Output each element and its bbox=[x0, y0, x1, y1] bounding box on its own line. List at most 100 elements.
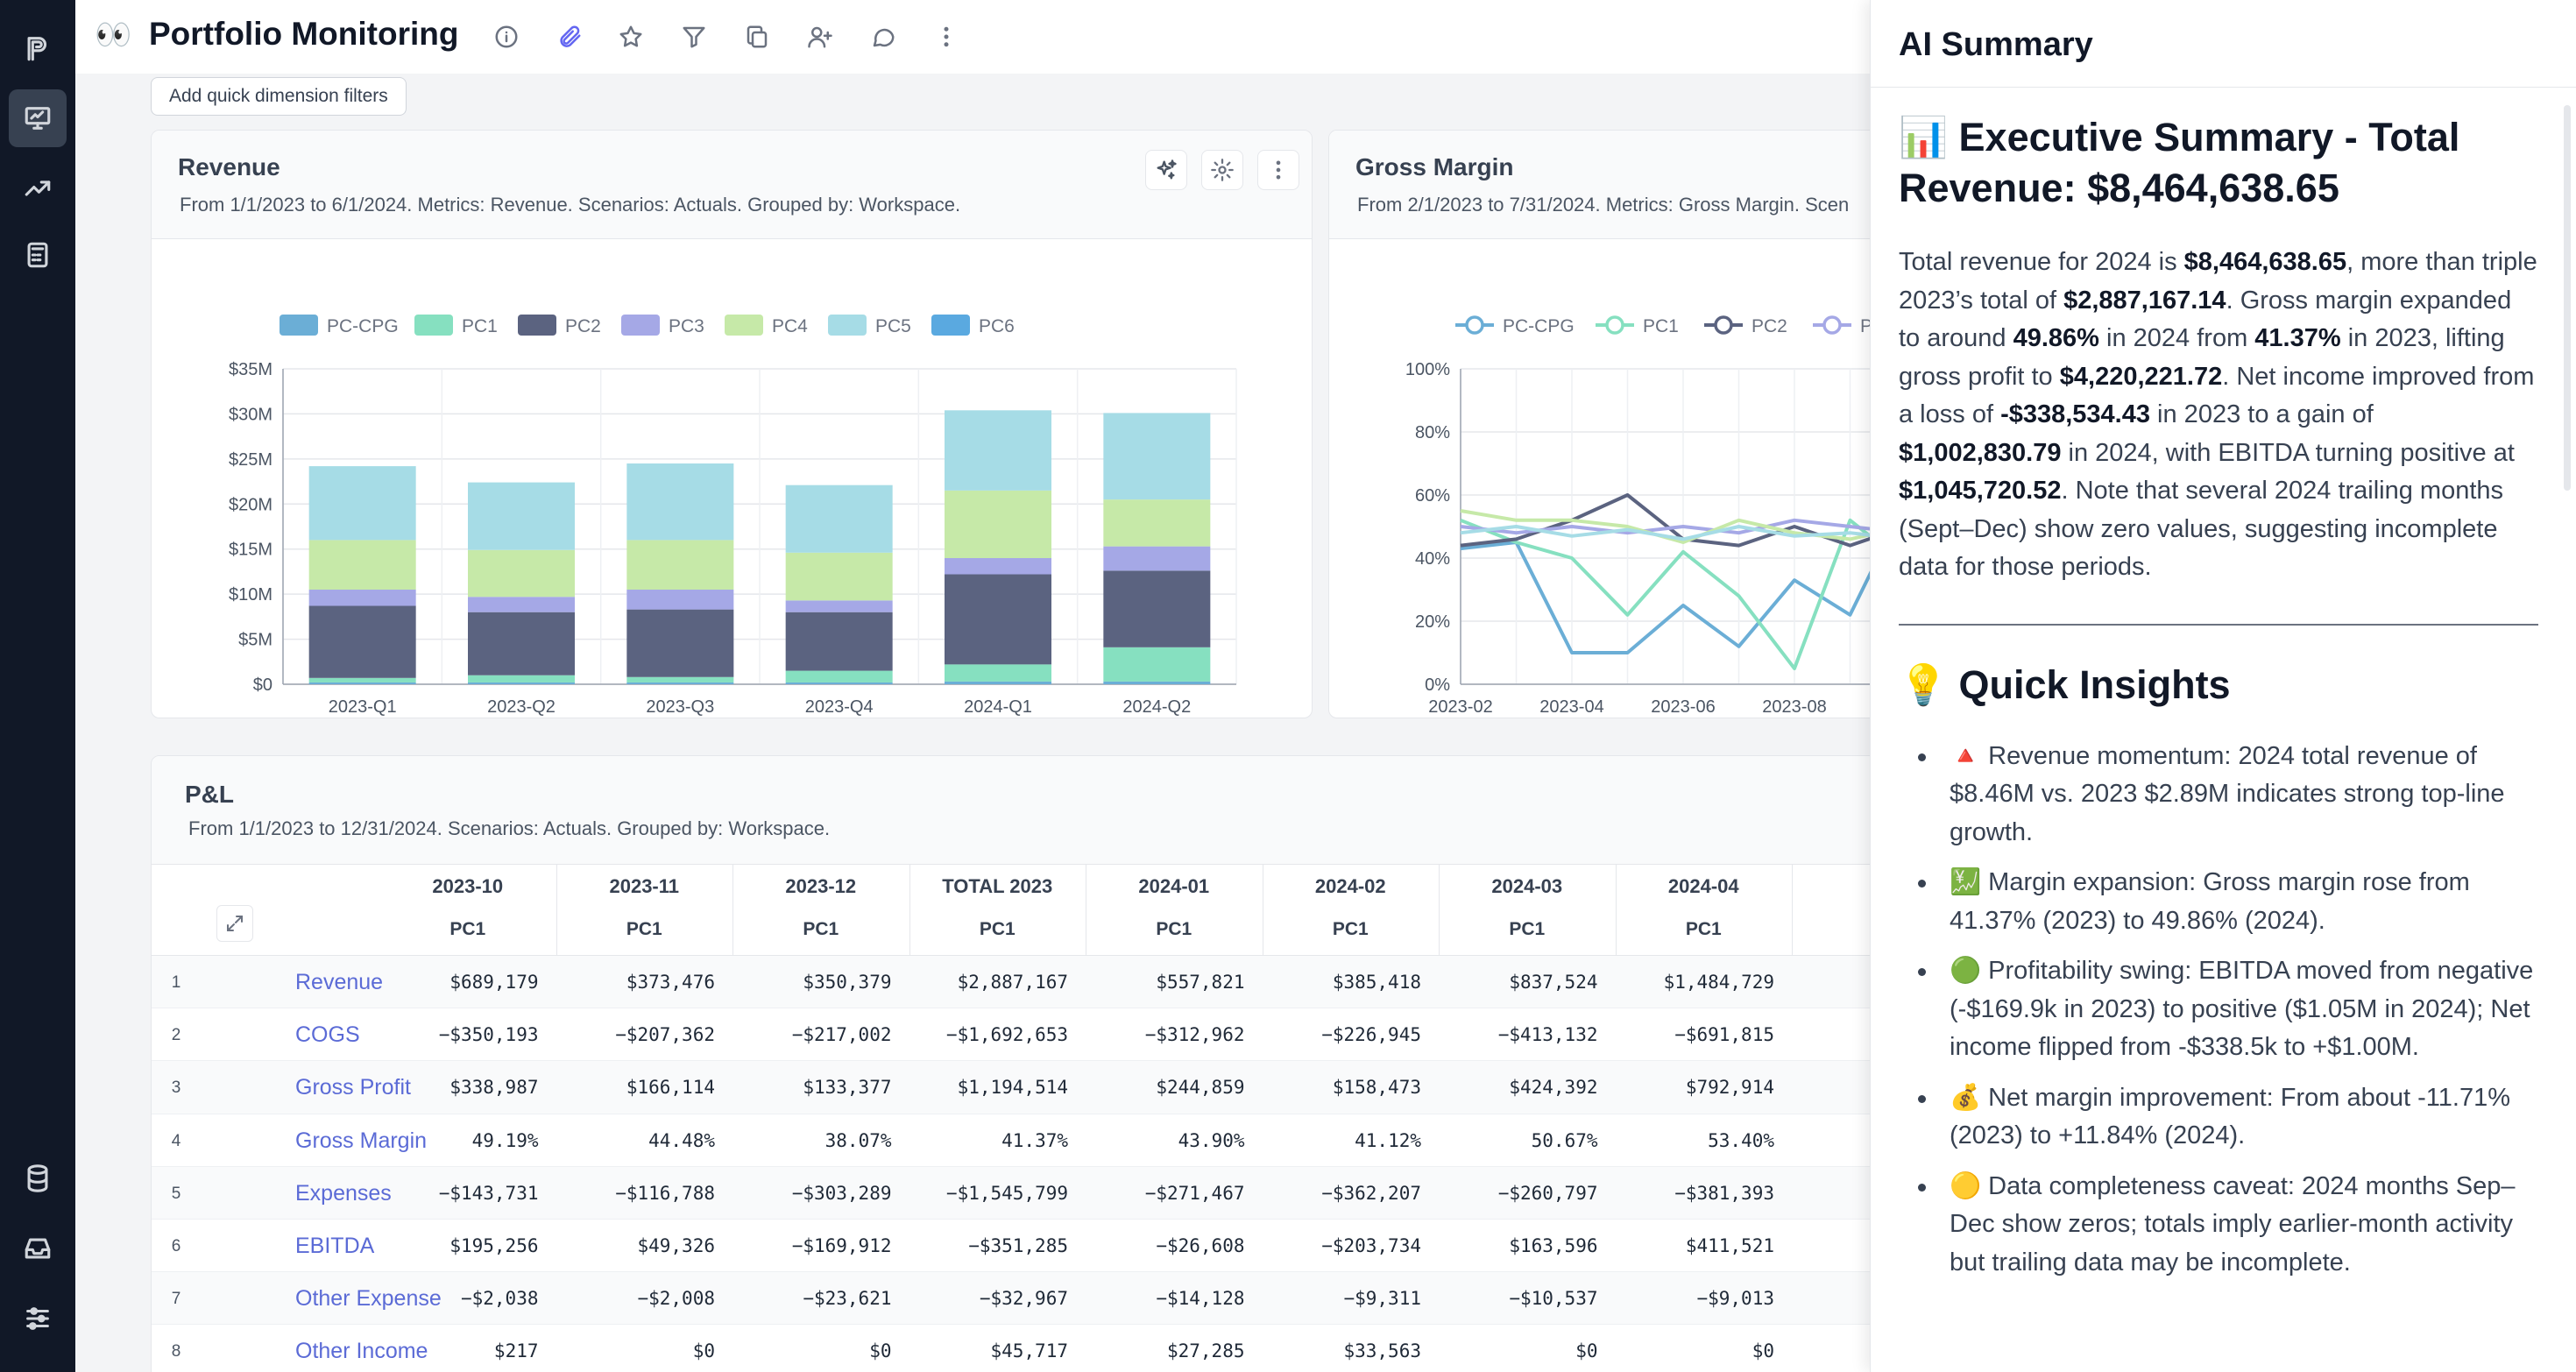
bar-segment bbox=[468, 612, 575, 675]
table-cell: 38.07% bbox=[824, 1129, 892, 1151]
scrollbar[interactable] bbox=[2564, 105, 2571, 491]
table-cell: 44.48% bbox=[648, 1129, 715, 1151]
bar-segment bbox=[308, 590, 416, 606]
settings-gear-icon[interactable] bbox=[1201, 150, 1243, 190]
row-label: Other Income bbox=[295, 1339, 428, 1364]
table-cell: 50.67% bbox=[1531, 1129, 1598, 1151]
row-number: 2 bbox=[171, 1026, 181, 1045]
series-line bbox=[1460, 500, 1907, 654]
star-icon[interactable] bbox=[615, 21, 647, 53]
table-cell: $33,563 bbox=[1343, 1340, 1421, 1362]
quick-filters-button[interactable]: Add quick dimension filters bbox=[151, 77, 407, 116]
table-cell: −$23,621 bbox=[803, 1288, 892, 1310]
summary-bold-value: $4,220,221.72 bbox=[2059, 362, 2223, 391]
table-row[interactable] bbox=[152, 956, 1902, 1009]
row-label: Revenue bbox=[295, 970, 384, 994]
bar-segment bbox=[945, 664, 1051, 682]
presentation-icon[interactable] bbox=[9, 89, 67, 147]
legend-label: PC1 bbox=[462, 316, 498, 336]
insight-item: 🟡 Data completeness caveat: 2024 months … bbox=[1918, 1168, 2538, 1283]
table-row[interactable] bbox=[152, 1008, 1902, 1062]
bar-segment bbox=[1103, 570, 1211, 647]
row-label: EBITDA bbox=[295, 1234, 375, 1258]
table-row[interactable] bbox=[152, 1166, 1902, 1220]
bar-segment bbox=[468, 597, 575, 612]
table-cell: −$26,608 bbox=[1156, 1235, 1245, 1256]
bar-segment bbox=[626, 540, 734, 590]
y-tick-label: $0 bbox=[253, 675, 272, 695]
subcolumn-header: PC1 bbox=[1509, 919, 1546, 939]
add-user-icon[interactable] bbox=[804, 21, 836, 53]
table-cell: $217 bbox=[493, 1340, 539, 1362]
bar-segment bbox=[1103, 546, 1211, 571]
calculator-icon[interactable] bbox=[9, 226, 67, 284]
legend-label: PC6 bbox=[979, 316, 1015, 336]
logo-icon[interactable] bbox=[9, 19, 67, 77]
legend-label: PC-CPG bbox=[1503, 316, 1575, 336]
gross-margin-card: Gross Margin From 2/1/2023 to 7/31/2024.… bbox=[1328, 130, 1924, 718]
info-icon[interactable] bbox=[491, 21, 522, 53]
comment-icon[interactable] bbox=[867, 21, 899, 53]
table-row[interactable] bbox=[152, 1220, 1902, 1273]
copy-icon[interactable] bbox=[741, 21, 773, 53]
database-icon[interactable] bbox=[9, 1149, 67, 1207]
table-cell: −$413,132 bbox=[1497, 1024, 1598, 1046]
column-header: 2024-04 bbox=[1667, 875, 1739, 897]
table-cell: 53.40% bbox=[1708, 1129, 1774, 1151]
table-cell: −$9,311 bbox=[1343, 1288, 1421, 1310]
x-tick-label: 2024-Q1 bbox=[964, 697, 1032, 717]
table-cell: $350,379 bbox=[803, 972, 892, 993]
table-cell: −$1,545,799 bbox=[945, 1182, 1068, 1204]
legend-marker bbox=[1714, 315, 1733, 335]
summary-bold-value: 49.86% bbox=[2013, 324, 2099, 352]
bar-segment bbox=[785, 612, 893, 671]
trend-icon[interactable] bbox=[9, 159, 67, 217]
summary-bold-value: $1,002,830.79 bbox=[1899, 438, 2062, 467]
table-cell: −$10,537 bbox=[1509, 1288, 1598, 1310]
bar-segment bbox=[626, 682, 734, 684]
paperclip-icon[interactable] bbox=[554, 21, 585, 53]
y-tick-label: 100% bbox=[1405, 360, 1450, 379]
column-header: 2024-01 bbox=[1138, 875, 1210, 897]
table-cell: −$312,962 bbox=[1144, 1024, 1245, 1046]
row-number: 5 bbox=[171, 1184, 181, 1203]
table-cell: −$381,393 bbox=[1674, 1182, 1774, 1204]
table-row[interactable] bbox=[152, 1114, 1902, 1167]
ai-sparkle-button[interactable] bbox=[1145, 150, 1187, 190]
bar-segment bbox=[626, 676, 734, 682]
table-cell: −$350,193 bbox=[438, 1024, 539, 1046]
bar-segment bbox=[785, 484, 893, 553]
sliders-icon[interactable] bbox=[9, 1290, 67, 1347]
x-tick-label: 2023-06 bbox=[1651, 697, 1715, 717]
card-menu-icon[interactable] bbox=[1257, 150, 1299, 190]
subcolumn-header: PC1 bbox=[803, 919, 839, 939]
row-number: 6 bbox=[171, 1237, 181, 1255]
expand-icon[interactable] bbox=[216, 905, 253, 942]
left-rail bbox=[0, 0, 75, 1372]
table-cell: −$691,815 bbox=[1674, 1024, 1774, 1046]
legend-marker bbox=[1605, 315, 1624, 335]
table-cell: 43.90% bbox=[1178, 1129, 1245, 1151]
pl-card-subtitle: From 1/1/2023 to 12/31/2024. Scenarios: … bbox=[188, 817, 831, 839]
table-row[interactable] bbox=[152, 1272, 1902, 1326]
table-row[interactable] bbox=[152, 1061, 1902, 1114]
ai-summary-titlebar: AI Summary bbox=[1871, 0, 2576, 88]
filter-icon[interactable] bbox=[678, 21, 710, 53]
table-row[interactable] bbox=[152, 1325, 1902, 1372]
bar-segment bbox=[626, 463, 734, 541]
y-tick-label: $35M bbox=[229, 360, 272, 379]
y-tick-label: $5M bbox=[238, 631, 272, 650]
series-line bbox=[1460, 518, 1907, 670]
gross-margin-chart: PC-CPGPC1PC2PC30%20%40%60%80%100%2023-02… bbox=[1405, 315, 1923, 717]
gross-margin-card-subtitle: From 2/1/2023 to 7/31/2024. Metrics: Gro… bbox=[1357, 194, 1850, 216]
inbox-icon[interactable] bbox=[9, 1220, 67, 1277]
pl-card-title: P&L bbox=[185, 781, 234, 808]
table-cell: $2,887,167 bbox=[957, 972, 1068, 993]
table-cell: $424,392 bbox=[1509, 1077, 1598, 1099]
table-cell: $837,524 bbox=[1509, 972, 1598, 993]
ai-summary-panel: AI Summary 📊 Executive Summary - Total R… bbox=[1870, 0, 2576, 1372]
more-vertical-icon[interactable] bbox=[931, 21, 962, 53]
legend-marker bbox=[1465, 315, 1484, 335]
table-cell: $373,476 bbox=[626, 972, 715, 993]
insight-item: 🔺 Revenue momentum: 2024 total revenue o… bbox=[1918, 738, 2538, 852]
